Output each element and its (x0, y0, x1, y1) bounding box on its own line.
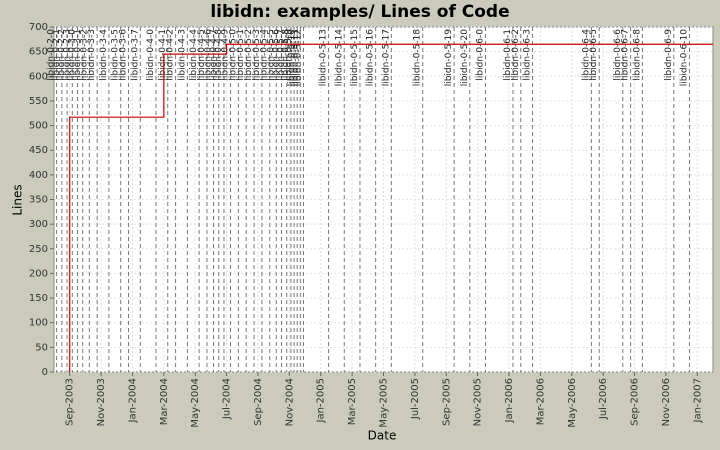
y-tick-label: 200 (29, 268, 48, 279)
y-tick-label: 600 (29, 71, 48, 82)
x-tick-label: Sep-2006 (630, 378, 641, 426)
tag-label: libidn-0-5-15 (350, 29, 360, 86)
tag-label: libidn-0-4-7 (209, 29, 219, 81)
tag-label: libidn-0-5-3 (252, 29, 262, 81)
tag-label: libidn-0-5-16 (366, 29, 376, 87)
tag-label: libidn-0-5-8 (281, 29, 291, 81)
x-tick-label: Mar-2006 (535, 378, 546, 425)
tag-label: libidn-0-5-9 (284, 29, 294, 81)
tag-label: libidn-0-6-8 (632, 29, 642, 81)
x-tick-label: Nov-2004 (284, 378, 295, 426)
tag-label: libidn-0-4-2 (166, 29, 176, 81)
y-tick-label: 500 (29, 121, 48, 132)
y-tick-label: 550 (29, 96, 48, 107)
tag-label: libidn-0-5-4 (260, 29, 270, 81)
tag-label: libidn-0-4-3 (177, 29, 187, 81)
tag-label: libidn-0-3-2 (79, 29, 89, 81)
tag-label: libidn-0-5-14 (334, 29, 344, 87)
x-tick-label: Sep-2004 (253, 378, 264, 426)
x-tick-label: May-2005 (379, 378, 390, 428)
x-tick-label: Jan-2005 (316, 378, 327, 423)
tag-label: libidn-0-2-2 (57, 29, 67, 81)
tag-label: libidn-0-3-4 (99, 29, 109, 81)
tag-label: libidn-0-5-10 (287, 29, 297, 87)
y-tick-label: 100 (29, 318, 48, 329)
tag-label: libidn-0-5-19 (444, 29, 454, 87)
y-tick-label: 250 (29, 244, 48, 255)
x-tick-label: Jan-2004 (127, 378, 138, 423)
x-tick-label: Nov-2003 (96, 378, 107, 426)
tag-label: libidn-0-6-10 (679, 29, 689, 87)
chart-title: libidn: examples/ Lines of Code (210, 2, 509, 22)
tag-label: libidn-0-6-3 (523, 29, 533, 81)
tag-label: libidn-0-6-5 (589, 29, 599, 81)
x-tick-label: Nov-2006 (661, 378, 672, 426)
y-tick-label: 400 (29, 170, 48, 181)
tag-label: libidn-0-6-1 (503, 29, 513, 81)
y-axis-label: Lines (11, 184, 25, 215)
x-tick-label: Jul-2006 (598, 378, 609, 420)
line (69, 43, 713, 372)
tag-label: libidn-0-5-0 (228, 29, 238, 81)
x-tick-label: Sep-2003 (65, 378, 76, 426)
x-axis-label: Date (368, 429, 397, 443)
tag-label: libidn-0-6-2 (511, 29, 521, 81)
y-tick-label: 300 (29, 219, 48, 230)
tag-label: libidn-0-5-2 (244, 29, 254, 81)
y-tick-label: 350 (29, 195, 48, 206)
tag-label: libidn-0-4-5 (197, 29, 207, 81)
tag-label: libidn-0-6-4 (581, 29, 591, 81)
tag-label: libidn-0-6-6 (613, 29, 623, 81)
tag-label: libidn-0-2-0 (47, 29, 57, 81)
tag-label: libidn-0-5-17 (381, 29, 391, 86)
tag-label: libidn-0-5-12 (293, 29, 303, 86)
y-tick-label: 150 (29, 293, 48, 304)
x-tick-label: Mar-2005 (347, 378, 358, 425)
tag-label: libidn-0-5-1 (236, 29, 246, 81)
tag-label: libidn-0-5-13 (319, 29, 329, 86)
x-tick-label: Mar-2004 (159, 378, 170, 425)
y-tick-label: 0 (42, 367, 48, 378)
tag-label: libidn-0-5-6 (272, 29, 282, 81)
x-tick-label: Sep-2005 (441, 378, 452, 426)
y-tick-label: 450 (29, 145, 48, 156)
tag-label: libidn-0-3-5 (111, 29, 121, 81)
y-tick-label: 50 (35, 342, 48, 353)
tag-label: libidn-0-6-7 (621, 29, 631, 81)
tag-label: libidn-0-4-1 (158, 29, 168, 81)
x-tick-label: Jan-2007 (692, 378, 703, 423)
y-tick-label: 650 (29, 47, 48, 58)
tag-label: libidn-0-3-6 (119, 29, 129, 81)
x-tick-label: May-2004 (190, 378, 201, 428)
x-tick-label: Jul-2005 (410, 378, 421, 420)
tag-label: libidn-0-3-3 (87, 29, 97, 81)
tag-label: libidn-0-5-5 (266, 29, 276, 81)
y-tick-label: 700 (29, 22, 48, 33)
tag-label: libidn-0-6-9 (664, 29, 674, 81)
x-tick-label: Jan-2006 (504, 378, 515, 423)
tag-label: libidn-0-5-18 (413, 29, 423, 87)
x-tick-label: Jul-2004 (222, 378, 233, 420)
x-tick-label: May-2006 (567, 378, 578, 428)
tag-label: libidn-0-3-0 (68, 29, 78, 81)
tag-label: libidn-0-2-3 (62, 29, 72, 81)
tag-label: libidn-0-5-20 (460, 29, 470, 87)
tag-label: libidn-0-3-1 (73, 29, 83, 81)
tag-label: libidn-0-3-7 (130, 29, 140, 81)
tag-label: libidn-0-4-0 (146, 29, 156, 81)
tag-label: libidn-0-6-0 (475, 29, 485, 81)
tag-label: libidn-0-5-7 (277, 29, 287, 81)
tag-label: libidn-0-2-1 (52, 29, 62, 81)
tag-label: libidn-0-5-11 (290, 29, 300, 86)
x-tick-label: Nov-2005 (473, 378, 484, 426)
